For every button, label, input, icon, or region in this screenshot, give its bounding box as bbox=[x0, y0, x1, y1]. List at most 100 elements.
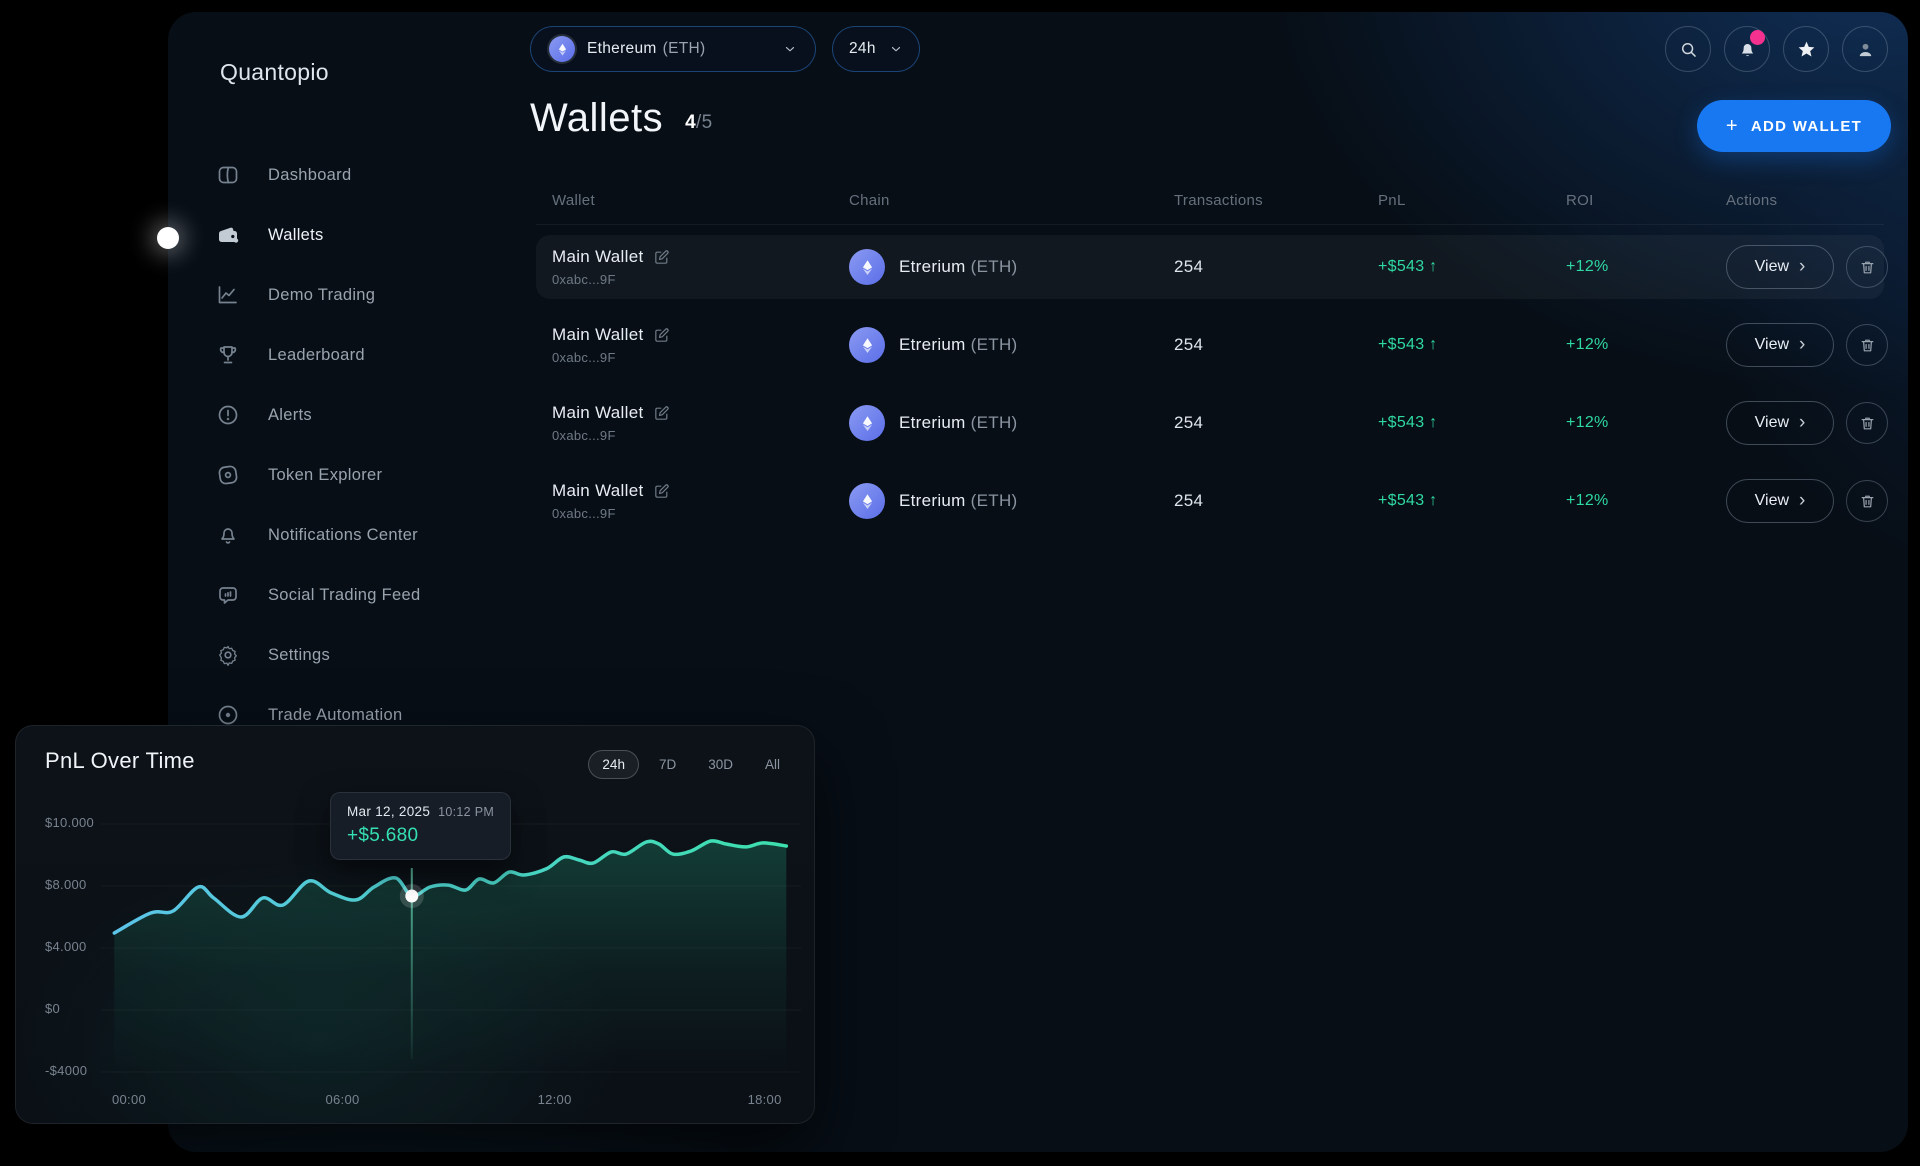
search-icon bbox=[1678, 39, 1699, 60]
ethereum-icon bbox=[849, 249, 885, 285]
sidebar: Dashboard Wallets Demo Trading Leaderboa… bbox=[168, 145, 498, 745]
user-icon bbox=[1855, 39, 1876, 60]
y-axis-label: -$4000 bbox=[45, 1063, 88, 1078]
bell-outline-icon bbox=[216, 523, 240, 547]
actions-cell: View › bbox=[1726, 401, 1888, 445]
x-axis-label: 18:00 bbox=[747, 1092, 782, 1107]
roi-value: +12% bbox=[1566, 492, 1609, 509]
edit-icon[interactable] bbox=[653, 405, 670, 422]
app-panel: Quantopio Dashboard Wallets Demo Trading… bbox=[157, 12, 1908, 1152]
asset-dropdown-symbol: (ETH) bbox=[662, 40, 706, 57]
sidebar-item-label: Wallets bbox=[268, 225, 324, 244]
sidebar-item-settings[interactable]: Settings bbox=[168, 625, 498, 685]
sidebar-item-dashboard[interactable]: Dashboard bbox=[168, 145, 498, 205]
plus-icon: + bbox=[1725, 114, 1739, 137]
delete-wallet-button[interactable] bbox=[1846, 480, 1888, 522]
dashboard-icon bbox=[216, 163, 240, 187]
wallet-name: Main Wallet bbox=[552, 247, 644, 266]
sidebar-item-trade-automation[interactable]: Trade Automation bbox=[168, 685, 498, 745]
view-button[interactable]: View › bbox=[1726, 323, 1834, 367]
sidebar-item-notifications-center[interactable]: Notifications Center bbox=[168, 505, 498, 565]
roi-value: +12% bbox=[1566, 336, 1609, 353]
add-wallet-button[interactable]: + ADD WALLET bbox=[1697, 100, 1891, 152]
sidebar-item-label: Dashboard bbox=[268, 165, 352, 184]
ethereum-icon bbox=[849, 405, 885, 441]
column-header-pnl: PnL bbox=[1378, 192, 1406, 209]
wallet-name: Main Wallet bbox=[552, 481, 644, 500]
chain-name: Etrerium (ETH) bbox=[899, 413, 1018, 432]
range-tab-30d[interactable]: 30D bbox=[696, 751, 745, 778]
transactions-value: 254 bbox=[1174, 257, 1204, 276]
chain-cell: Etrerium (ETH) bbox=[849, 327, 1017, 363]
profile-button[interactable] bbox=[1842, 26, 1888, 72]
trophy-icon bbox=[216, 343, 240, 367]
gear-icon bbox=[216, 643, 240, 667]
sidebar-item-leaderboard[interactable]: Leaderboard bbox=[168, 325, 498, 385]
delete-wallet-button[interactable] bbox=[1846, 246, 1888, 288]
wallet-address: 0xabc...9F bbox=[552, 350, 616, 365]
tooltip-value: +$5.680 bbox=[347, 825, 419, 846]
compass-icon bbox=[216, 463, 240, 487]
time-range-value: 24h bbox=[849, 40, 876, 57]
trash-icon bbox=[1859, 337, 1876, 354]
trash-icon bbox=[1859, 259, 1876, 276]
sidebar-item-wallets[interactable]: Wallets bbox=[168, 205, 498, 265]
chevron-right-icon: › bbox=[1799, 411, 1806, 433]
wallet-cell: Main Wallet 0xabc...9F bbox=[552, 403, 670, 443]
sidebar-item-token-explorer[interactable]: Token Explorer bbox=[168, 445, 498, 505]
tooltip-time: 10:12 PM bbox=[438, 805, 495, 819]
range-tab-all[interactable]: All bbox=[753, 751, 792, 778]
alert-circle-icon bbox=[216, 403, 240, 427]
chain-name: Etrerium (ETH) bbox=[899, 335, 1018, 354]
chain-name: Etrerium (ETH) bbox=[899, 257, 1018, 276]
column-header-actions: Actions bbox=[1726, 192, 1778, 209]
delete-wallet-button[interactable] bbox=[1846, 324, 1888, 366]
wallet-name: Main Wallet bbox=[552, 403, 644, 422]
page-head: Wallets 4/5 bbox=[530, 98, 712, 138]
edit-icon[interactable] bbox=[653, 327, 670, 344]
sidebar-item-social-trading-feed[interactable]: Social Trading Feed bbox=[168, 565, 498, 625]
sidebar-item-alerts[interactable]: Alerts bbox=[168, 385, 498, 445]
trash-icon bbox=[1859, 415, 1876, 432]
edit-icon[interactable] bbox=[653, 249, 670, 266]
view-button[interactable]: View › bbox=[1726, 245, 1834, 289]
chat-icon bbox=[216, 583, 240, 607]
actions-cell: View › bbox=[1726, 479, 1888, 523]
view-button[interactable]: View › bbox=[1726, 479, 1834, 523]
y-axis-label: $8.000 bbox=[45, 877, 87, 892]
roi-value: +12% bbox=[1566, 414, 1609, 431]
target-icon bbox=[216, 703, 240, 727]
chart-title: PnL Over Time bbox=[45, 748, 195, 773]
wallet-address: 0xabc...9F bbox=[552, 428, 616, 443]
notifications-button[interactable] bbox=[1724, 26, 1770, 72]
table-row: Main Wallet 0xabc...9F Etrerium (ETH) 25… bbox=[536, 235, 1888, 299]
tooltip-date: Mar 12, 2025 bbox=[347, 804, 431, 819]
y-axis-label: $4.000 bbox=[45, 939, 87, 954]
topbar-actions bbox=[1665, 26, 1888, 72]
pnl-area-chart[interactable] bbox=[16, 726, 816, 1125]
chevron-right-icon: › bbox=[1799, 255, 1806, 277]
edit-icon[interactable] bbox=[653, 483, 670, 500]
pnl-value: +$543 ↑ bbox=[1378, 492, 1438, 509]
bell-icon bbox=[1737, 39, 1758, 60]
range-tab-7d[interactable]: 7D bbox=[647, 751, 688, 778]
sidebar-item-demo-trading[interactable]: Demo Trading bbox=[168, 265, 498, 325]
range-tab-24h[interactable]: 24h bbox=[588, 750, 639, 779]
page-title: Wallets bbox=[530, 96, 664, 140]
sidebar-item-label: Social Trading Feed bbox=[268, 585, 421, 604]
table-row: Main Wallet 0xabc...9F Etrerium (ETH) 25… bbox=[536, 469, 1888, 533]
search-button[interactable] bbox=[1665, 26, 1711, 72]
chart-line-icon bbox=[216, 283, 240, 307]
wallet-name: Main Wallet bbox=[552, 325, 644, 344]
favorites-button[interactable] bbox=[1783, 26, 1829, 72]
delete-wallet-button[interactable] bbox=[1846, 402, 1888, 444]
column-header-chain: Chain bbox=[849, 192, 890, 209]
wallet-address: 0xabc...9F bbox=[552, 272, 616, 287]
sidebar-item-label: Alerts bbox=[268, 405, 312, 424]
view-button[interactable]: View › bbox=[1726, 401, 1834, 445]
sidebar-item-label: Trade Automation bbox=[268, 705, 403, 724]
asset-dropdown[interactable]: Ethereum (ETH) bbox=[530, 26, 816, 72]
time-range-dropdown[interactable]: 24h bbox=[832, 26, 920, 72]
chevron-right-icon: › bbox=[1799, 333, 1806, 355]
asset-dropdown-value: Ethereum bbox=[587, 40, 657, 57]
